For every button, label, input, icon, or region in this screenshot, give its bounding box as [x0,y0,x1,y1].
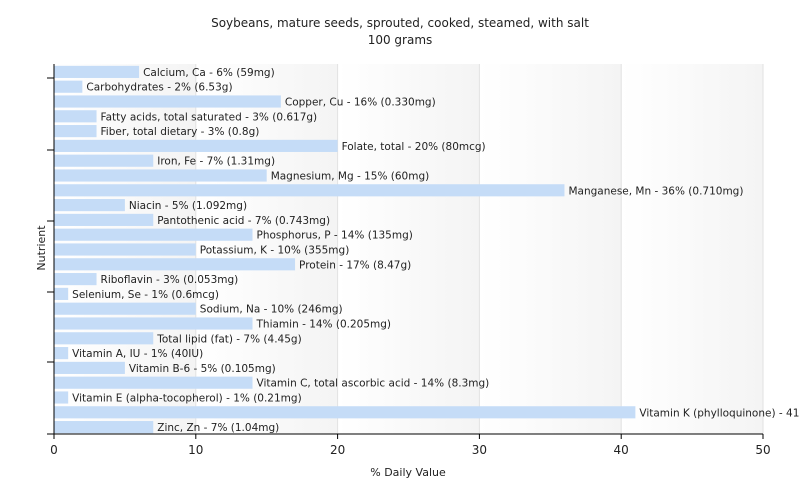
bar [54,421,154,434]
plot-area: Calcium, Ca - 6% (59mg) Carbohydrates - 2… [47,64,800,457]
bar [54,125,97,138]
x-tick-label: 0 [50,443,58,457]
bar-label: Thiamin - 14% (0.205mg) [256,319,392,331]
bar [54,213,154,226]
bar [54,317,253,330]
bar-label: Sodium, Na - 10% (246mg) [200,304,343,316]
bar [54,406,636,419]
bar-label: Folate, total - 20% (80mcg) [342,141,486,153]
y-axis-label: Nutrient [35,225,48,271]
bar-label: Phosphorus, P - 14% (135mg) [257,230,413,242]
bar [54,110,97,123]
bar-label: Manganese, Mn - 36% (0.710mg) [568,185,743,197]
bar-label: Selenium, Se - 1% (0.6mcg) [72,289,219,301]
x-tick-label: 20 [330,443,345,457]
bar [54,287,69,300]
bar-label: Zinc, Zn - 7% (1.04mg) [157,422,279,434]
bar-label: Protein - 17% (8.47g) [299,259,411,271]
x-tick-label: 10 [188,443,203,457]
bar [54,302,196,315]
bar [54,95,281,108]
bar-label: Riboflavin - 3% (0.053mg) [101,274,239,286]
bar [54,243,196,256]
bar-label: Vitamin E (alpha-tocopherol) - 1% (0.21m… [72,393,302,405]
bar [54,80,83,93]
bar-label: Iron, Fe - 7% (1.31mg) [157,156,275,168]
bar [54,258,296,271]
bar-label: Vitamin A, IU - 1% (40IU) [72,348,203,360]
bar-label: Niacin - 5% (1.092mg) [129,200,247,212]
bar [54,347,69,360]
x-tick-label: 30 [472,443,487,457]
bar [54,228,253,241]
bar [54,273,97,286]
bar-label: Potassium, K - 10% (355mg) [200,245,350,257]
bar [54,184,565,197]
plot-band [479,64,622,434]
bar-label: Total lipid (fat) - 7% (4.45g) [156,333,301,345]
plot-band [195,64,338,434]
plot-band [337,64,480,434]
chart-subtitle: 100 grams [368,33,433,47]
chart-title: Soybeans, mature seeds, sprouted, cooked… [211,16,589,30]
bar [54,376,253,389]
bar [54,199,125,212]
bar [54,169,267,182]
bar [54,65,140,78]
bar [54,154,154,167]
bar [54,391,69,404]
bar [54,332,154,345]
x-axis-label: % Daily Value [370,466,446,479]
bar-label: Magnesium, Mg - 15% (60mg) [271,171,430,183]
bar-label: Calcium, Ca - 6% (59mg) [143,67,275,79]
bar-label: Fiber, total dietary - 3% (0.8g) [101,126,260,138]
bar-label: Vitamin C, total ascorbic acid - 14% (8.… [257,378,490,390]
bar-label: Vitamin B-6 - 5% (0.105mg) [129,363,276,375]
bar [54,139,338,152]
bar [54,361,125,374]
bar-label: Fatty acids, total saturated - 3% (0.617… [101,111,318,123]
bar-label: Carbohydrates - 2% (6.53g) [86,82,232,94]
bar-label: Copper, Cu - 16% (0.330mg) [285,97,436,109]
x-tick-label: 50 [755,443,770,457]
plot-band [621,64,763,434]
x-tick-label: 40 [614,443,629,457]
bar-label: Pantothenic acid - 7% (0.743mg) [157,215,330,227]
bar-label: Vitamin K (phylloquinone) - 41% (33.0mcg… [639,407,800,419]
